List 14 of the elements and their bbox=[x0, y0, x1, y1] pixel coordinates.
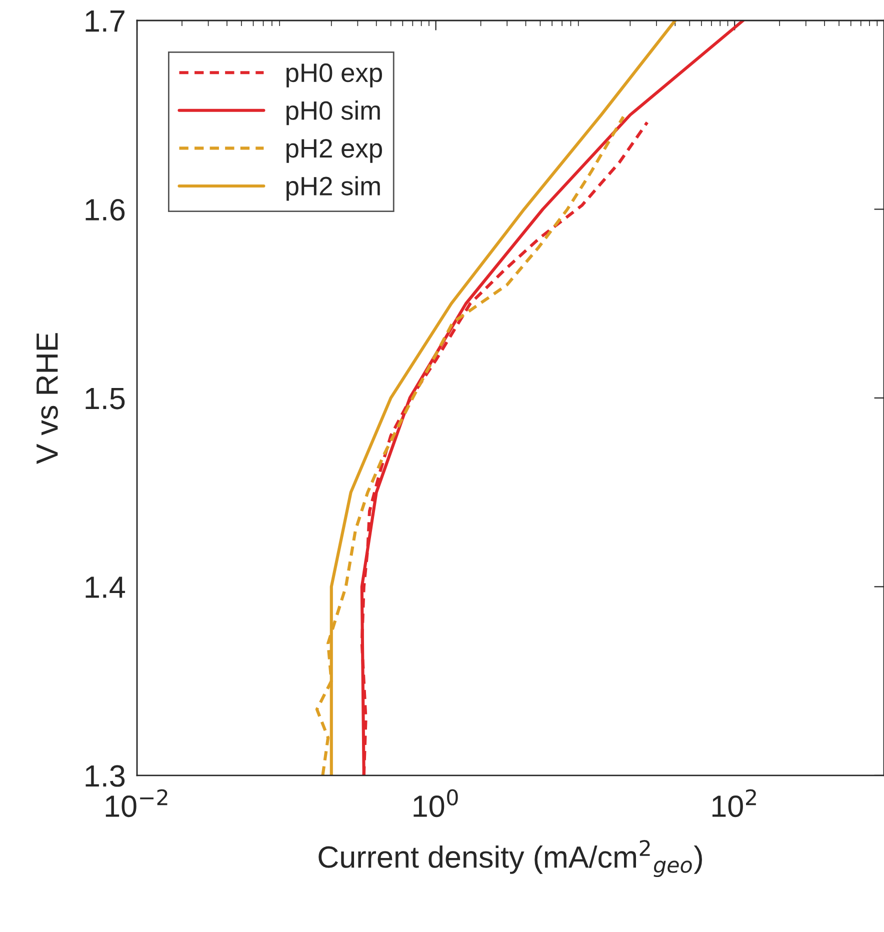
legend-label: pH2 exp bbox=[286, 139, 382, 163]
y-axis-title: V vs RHE bbox=[36, 333, 58, 464]
y-tick-label: 1.4 bbox=[86, 576, 126, 598]
legend-label: pH0 sim bbox=[286, 100, 380, 126]
legend-label: pH2 sim bbox=[286, 176, 380, 201]
y-tick-label: 1.5 bbox=[86, 388, 125, 410]
x-tick-label: 10$^{2}$ bbox=[712, 789, 756, 818]
legend-label: pH0 exp bbox=[286, 63, 382, 88]
y-tick-label: 1.7 bbox=[86, 10, 124, 32]
x-tick-label: 10$^{0}$ bbox=[414, 789, 458, 818]
y-tick-label: 1.6 bbox=[86, 198, 125, 221]
y-tick-label: 1.3 bbox=[86, 765, 125, 787]
x-axis-title: Current density (mA/cm$^{2}$$_{geo}$) bbox=[318, 840, 702, 878]
x-tick-label: 10$^{−2}$ bbox=[106, 789, 168, 818]
